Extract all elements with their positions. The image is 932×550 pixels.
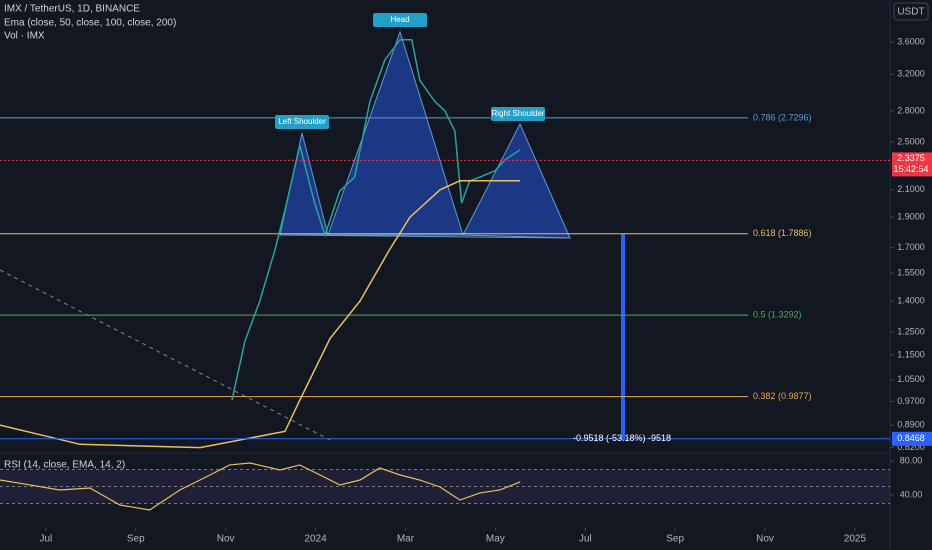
y-tick-label: 0.8900 [897,420,925,430]
x-tick-label: Mar [397,534,415,545]
y-tick-label: 1.7000 [897,242,925,252]
measure-label: -0.9518 (-53.18%) -9518 [573,433,671,443]
y-tick-label: 1.0500 [897,374,925,384]
annotation-box [491,107,545,121]
symbol: IMX / TetherUS, 1D, BINANCE [4,4,140,15]
x-tick-label: May [486,534,505,545]
y-tick-label: 1.5500 [897,267,925,277]
series-line [0,180,521,449]
last-price-label: 2.3375 [897,153,925,163]
x-tick-label: Jul [579,534,592,545]
fib-label: 0.786 (2.7296) [753,112,812,122]
rsi-label: RSI (14, close, EMA, 14, 2) [4,460,125,471]
fib-label: 0.5 (1.3292) [753,310,802,320]
fib-label: 0.382 (0.9877) [753,391,812,401]
last-price-tag [892,152,932,177]
x-tick-label: 2025 [844,534,867,545]
y-tick-label: 0.8200 [897,442,925,452]
annotation: Right Shoulder [492,109,545,118]
x-tick-label: Sep [127,534,145,545]
low-price-tag [892,431,932,446]
rsi-tick-label: 80.00 [900,455,923,465]
annotation-box [373,13,427,27]
y-tick-label: 1.9000 [897,212,925,222]
currency-button[interactable] [893,2,929,21]
fib-label: 0.618 (1.7886) [753,228,812,238]
x-tick-label: Jul [39,534,52,545]
neckline [279,234,571,239]
rsi-tick-label: 40.00 [900,489,923,499]
y-tick-label: 0.9700 [897,396,925,406]
countdown: 15:42:54 [893,164,928,174]
y-tick-label: 2.1000 [897,184,925,194]
rsi-line [0,462,521,511]
annotation-box [275,115,329,129]
indicator-label: Ema (close, 50, close, 100, close, 200) [4,18,176,29]
volume-label: Vol · IMX [4,31,45,42]
y-tick-label: 3.6000 [897,36,925,46]
y-tick-label: 2.8000 [897,105,925,115]
annotation: Head [390,15,409,24]
x-tick-label: 2024 [304,534,327,545]
low-price-label: 0.8468 [897,433,925,443]
y-tick-label: 1.2500 [897,326,925,336]
y-tick-label: 1.4000 [897,295,925,305]
x-tick-label: Sep [666,534,684,545]
y-tick-label: 2.5000 [897,136,925,146]
trend-line [0,269,331,441]
y-tick-label: 1.1500 [897,349,925,359]
x-tick-label: Nov [217,534,235,545]
y-tick-label: 3.2000 [897,69,925,79]
currency[interactable]: USDT [897,7,924,18]
annotation: Left Shoulder [278,117,326,126]
x-tick-label: Nov [756,534,774,545]
measure-line [621,234,625,440]
